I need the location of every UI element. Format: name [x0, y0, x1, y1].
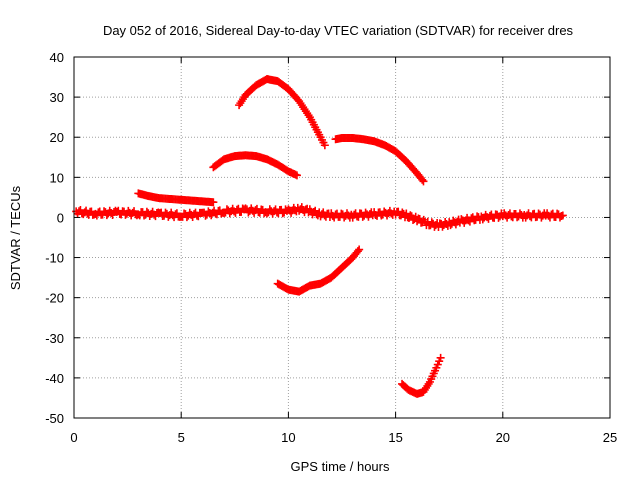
- data-point: [402, 209, 411, 218]
- data-point: [558, 211, 567, 220]
- data-point: [419, 177, 428, 186]
- x-axis-label: GPS time / hours: [291, 459, 390, 474]
- axis-ticks: 0 5 10 15 20 25 40 30 20 10 0 -10 -20 -30 -40 -50: [45, 50, 617, 445]
- data-point: [418, 175, 427, 184]
- data-point: [438, 222, 447, 231]
- y-tick-label: 10: [50, 170, 64, 185]
- chart-title: Day 052 of 2016, Sidereal Day-to-day VTE…: [103, 23, 574, 38]
- data-point: [406, 211, 415, 220]
- y-axis-label: SDTVAR / TECUs: [8, 185, 23, 290]
- y-tick-label: -50: [45, 411, 64, 426]
- y-tick-label: 30: [50, 90, 64, 105]
- series-arc-main: [72, 203, 567, 231]
- series-arc-c: [235, 75, 329, 150]
- x-tick-label: 10: [281, 430, 295, 445]
- x-tick-label: 20: [496, 430, 510, 445]
- x-tick-label: 25: [603, 430, 617, 445]
- series-arc-d: [331, 134, 428, 186]
- x-tick-label: 15: [388, 430, 402, 445]
- y-tick-label: 0: [57, 210, 64, 225]
- y-tick-label: -30: [45, 331, 64, 346]
- y-tick-label: -40: [45, 371, 64, 386]
- data-point: [320, 141, 329, 150]
- data-point: [355, 245, 364, 254]
- series-arc-f: [398, 353, 445, 398]
- series-arc-b: [209, 151, 301, 180]
- x-tick-label: 5: [178, 430, 185, 445]
- y-tick-label: -10: [45, 251, 64, 266]
- data-point: [515, 209, 524, 218]
- plot-frame: [73, 56, 611, 419]
- data-point: [398, 208, 407, 217]
- x-tick-label: 0: [70, 430, 77, 445]
- data-point: [436, 353, 445, 362]
- data-point: [353, 247, 362, 256]
- series-arc-e: [273, 245, 364, 296]
- y-tick-label: -20: [45, 291, 64, 306]
- y-tick-label: 20: [50, 130, 64, 145]
- data-points: [72, 75, 567, 398]
- y-tick-label: 40: [50, 50, 64, 65]
- series-arc-a: [134, 189, 218, 207]
- data-point: [292, 171, 301, 180]
- data-point: [209, 198, 218, 207]
- data-point: [494, 213, 503, 222]
